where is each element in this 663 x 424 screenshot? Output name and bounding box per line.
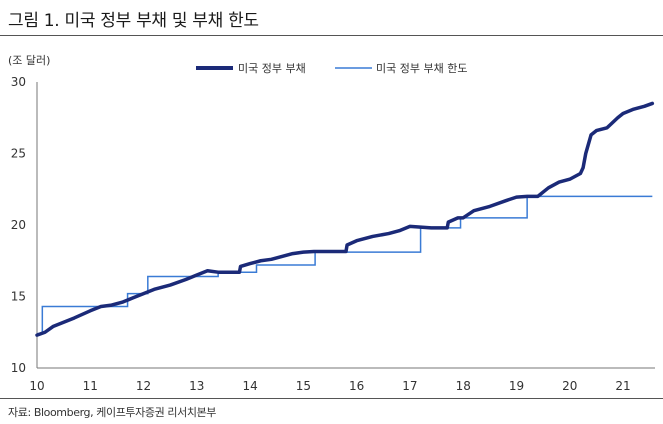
title-divider xyxy=(0,35,663,36)
x-tick-label: 13 xyxy=(189,379,204,393)
y-tick-label: 30 xyxy=(11,75,26,89)
footer-divider xyxy=(0,398,663,399)
x-tick-label: 15 xyxy=(296,379,311,393)
x-tick-label: 11 xyxy=(83,379,98,393)
series-line-debt xyxy=(35,101,655,337)
x-tick-labels: 10 11 12 13 14 15 16 17 18 19 20 21 xyxy=(29,379,630,393)
x-tick-label: 21 xyxy=(615,379,630,393)
source-note: 자료: Bloomberg, 케이프투자증권 리서치본부 xyxy=(8,406,217,419)
y-tick-label: 25 xyxy=(11,147,26,161)
x-tick-label: 18 xyxy=(456,379,471,393)
legend-label-debt: 미국 정부 부채 xyxy=(238,62,306,75)
x-tick-label: 20 xyxy=(562,379,577,393)
y-tick-label: 10 xyxy=(11,361,26,375)
x-tick-label: 10 xyxy=(29,379,44,393)
y-tick-label: 15 xyxy=(11,290,26,304)
series-layer xyxy=(35,101,655,337)
chart-title: 그림 1. 미국 정부 부채 및 부채 한도 xyxy=(8,11,259,31)
y-tick-labels: 30 25 20 15 10 xyxy=(11,75,26,375)
unit-label: (조 달러) xyxy=(8,54,50,67)
x-tick-label: 12 xyxy=(136,379,151,393)
legend: 미국 정부 부채 미국 정부 부채 한도 xyxy=(196,62,467,75)
series-line-debt-ceiling xyxy=(37,195,653,335)
legend-label-ceiling: 미국 정부 부채 한도 xyxy=(376,62,467,75)
x-tick-label: 14 xyxy=(242,379,257,393)
x-tick-label: 17 xyxy=(402,379,417,393)
x-tick-label: 16 xyxy=(349,379,364,393)
y-tick-label: 20 xyxy=(11,218,26,232)
x-tick-label: 19 xyxy=(509,379,524,393)
